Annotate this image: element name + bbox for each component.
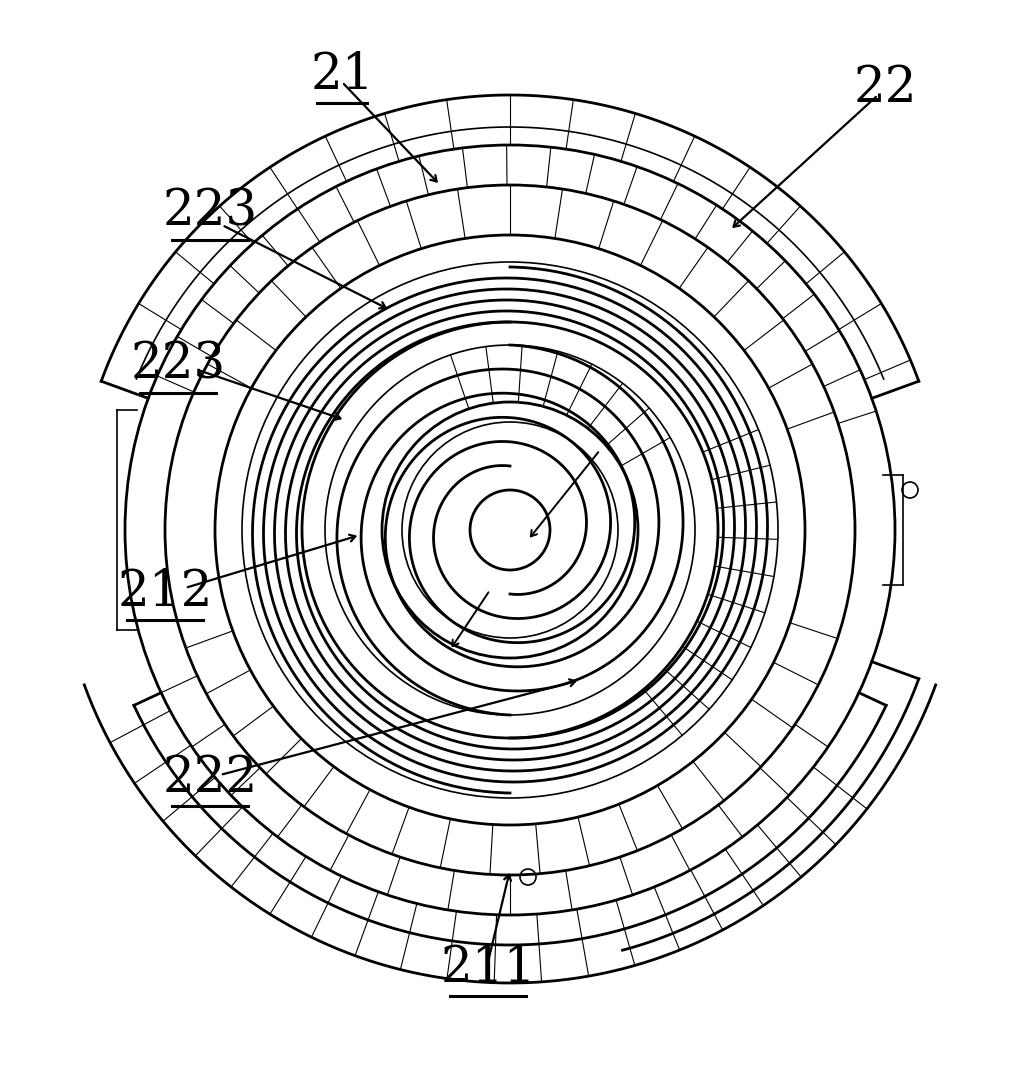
Text: 212: 212: [117, 568, 213, 617]
Text: 211: 211: [441, 944, 536, 993]
Text: 21: 21: [310, 50, 374, 100]
Text: 223: 223: [162, 187, 258, 237]
Text: 223: 223: [130, 341, 226, 390]
Text: 222: 222: [162, 753, 258, 803]
Text: 22: 22: [853, 63, 917, 112]
